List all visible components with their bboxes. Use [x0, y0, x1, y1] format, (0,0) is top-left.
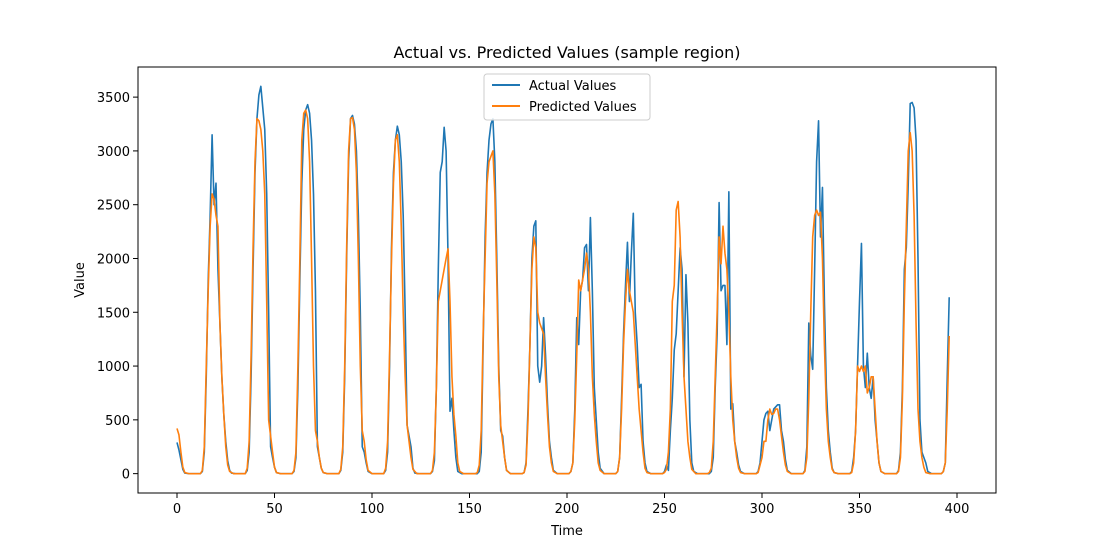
y-tick-label: 500 — [105, 414, 130, 429]
x-axis: 0 50 100 150 200 250 300 350 400 — [173, 493, 970, 517]
y-tick-label: 2500 — [97, 199, 130, 214]
legend: Actual Values Predicted Values — [483, 73, 651, 121]
legend-label-predicted: Predicted Values — [529, 100, 637, 115]
chart-title: Actual vs. Predicted Values (sample regi… — [393, 43, 740, 62]
series-line-predicted — [176, 109, 950, 475]
x-axis-label: Time — [550, 524, 583, 539]
y-tick-label: 3500 — [97, 91, 130, 106]
y-axis: 0 500 1000 1500 2000 2500 3000 3500 — [97, 91, 138, 483]
y-tick-label: 3000 — [97, 145, 130, 160]
x-tick-label: 300 — [750, 502, 775, 517]
x-tick-label: 50 — [266, 502, 283, 517]
x-tick-label: 200 — [555, 502, 580, 517]
x-tick-label: 350 — [847, 502, 872, 517]
y-tick-label: 0 — [122, 468, 130, 483]
x-tick-label: 250 — [652, 502, 677, 517]
x-tick-label: 400 — [945, 502, 970, 517]
y-axis-label: Value — [73, 262, 88, 298]
y-tick-label: 1000 — [97, 360, 130, 375]
x-tick-label: 100 — [360, 502, 385, 517]
legend-box — [483, 73, 651, 121]
legend-label-actual: Actual Values — [529, 79, 617, 94]
plot-area — [176, 85, 950, 475]
x-tick-label: 150 — [457, 502, 482, 517]
x-tick-label: 0 — [173, 502, 181, 517]
y-tick-label: 2000 — [97, 252, 130, 267]
y-tick-label: 1500 — [97, 306, 130, 321]
